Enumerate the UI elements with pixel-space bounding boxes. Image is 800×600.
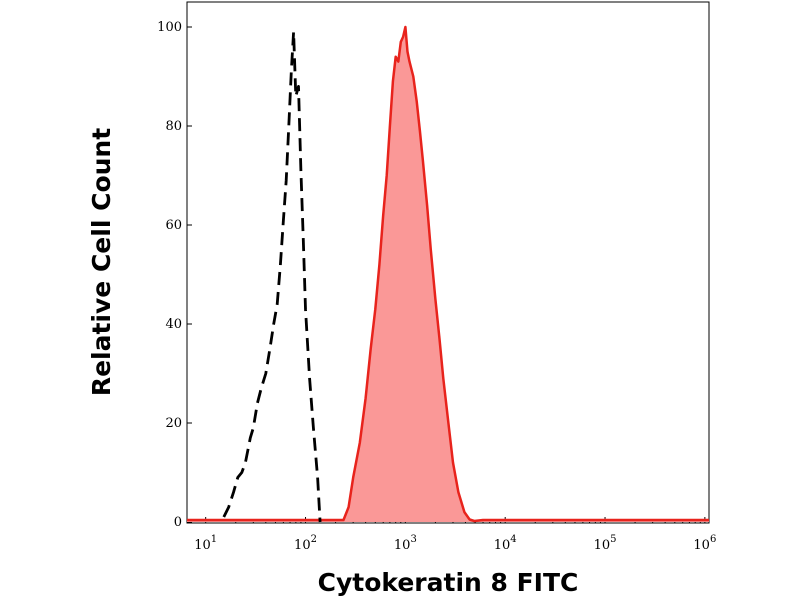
isotype-control-histogram-line	[222, 30, 322, 523]
y-tick-label: 40	[165, 317, 182, 332]
x-tick-label: 103	[394, 534, 417, 553]
x-tick-base: 10	[194, 538, 211, 553]
series-layer	[187, 25, 709, 523]
x-tick-exponent: 5	[610, 534, 616, 545]
x-tick-label: 106	[693, 534, 716, 553]
x-tick-base: 10	[294, 538, 311, 553]
x-tick-base: 10	[494, 538, 511, 553]
x-tick-exponent: 1	[211, 534, 217, 545]
x-tick-label: 105	[594, 534, 617, 553]
x-tick-exponent: 6	[710, 534, 716, 545]
x-tick-base: 10	[594, 538, 611, 553]
y-tick-label: 60	[165, 218, 182, 233]
x-tick-label: 102	[294, 534, 317, 553]
x-tick-exponent: 3	[410, 534, 416, 545]
y-tick-label: 0	[174, 515, 182, 530]
cytokeratin-8-fitc-histogram-line	[187, 25, 709, 523]
x-tick-label: 104	[494, 534, 517, 553]
y-tick-label: 20	[165, 416, 182, 431]
x-axis: 101 102 103 104 105 106	[194, 517, 716, 553]
plot-frame	[186, 1, 710, 524]
y-axis-title: Relative Cell Count	[87, 128, 116, 396]
x-tick-exponent: 2	[311, 534, 317, 545]
x-tick-base: 10	[394, 538, 411, 553]
y-tick-label: 80	[165, 119, 182, 134]
x-tick-exponent: 4	[510, 534, 516, 545]
x-tick-base: 10	[693, 538, 710, 553]
y-tick-label: 100	[157, 20, 182, 35]
cytokeratin-8-fitc-histogram-fill	[187, 27, 709, 522]
y-axis: 0 20 40 60 80 100	[157, 20, 192, 530]
x-tick-label: 101	[194, 534, 217, 553]
x-axis-title: Cytokeratin 8 FITC	[318, 568, 579, 597]
